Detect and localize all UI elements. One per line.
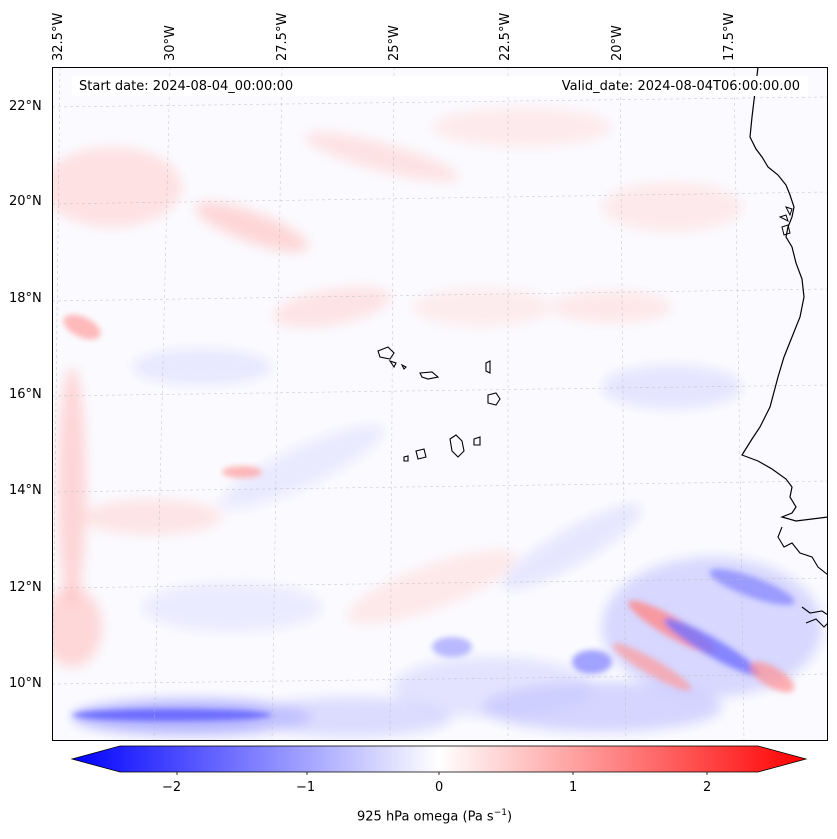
- colorbar-tick-marks: [176, 772, 708, 775]
- guinea-coastline: [777, 526, 828, 628]
- start-date-label: Start date: 2024-08-04_00:00:00: [79, 79, 294, 94]
- omega-map: [52, 67, 828, 741]
- omega-field-strong: [63, 314, 795, 721]
- lat-tick: 18°N: [9, 291, 42, 306]
- map-frame: [52, 67, 828, 741]
- colorbar-body: [70, 745, 808, 773]
- lon-tick: 30°W: [163, 25, 178, 61]
- lat-tick: 20°N: [9, 194, 42, 209]
- lon-tick: 20°W: [610, 25, 625, 61]
- colorbar-title: 925 hPa omega (Pa s−1): [357, 808, 512, 824]
- lat-tick: 22°N: [9, 99, 42, 114]
- lon-tick: 17.5°W: [722, 12, 737, 61]
- colorbar-tick: 0: [435, 780, 444, 795]
- colorbar-title-text: 925 hPa omega (Pa s: [357, 809, 494, 825]
- colorbar-title-sup: −1: [493, 808, 507, 818]
- valid-date-label: Valid_date: 2024-08-04T06:00:00.00: [561, 79, 800, 94]
- cape-verde-islands: [377, 346, 501, 462]
- africa-coastline: [741, 67, 828, 522]
- colorbar-tick: −1: [296, 780, 316, 795]
- colorbar-tick: −2: [162, 780, 182, 795]
- colorbar-title-end: ): [506, 809, 513, 825]
- lat-tick: 10°N: [9, 676, 42, 691]
- colorbar-tick: 2: [703, 780, 712, 795]
- colorbar-tick: 1: [569, 780, 578, 795]
- lat-tick: 12°N: [9, 580, 42, 595]
- graticule: [52, 67, 828, 741]
- lon-tick: 32.5°W: [51, 12, 66, 61]
- map-header-strip: [72, 76, 808, 96]
- lon-tick: 22.5°W: [498, 12, 513, 61]
- lat-tick: 16°N: [9, 387, 42, 402]
- lon-tick: 27.5°W: [275, 12, 290, 61]
- lon-tick: 25°W: [387, 25, 402, 61]
- coastal-islands: [778, 206, 793, 236]
- lat-tick: 14°N: [9, 483, 42, 498]
- colorbar: [70, 745, 808, 775]
